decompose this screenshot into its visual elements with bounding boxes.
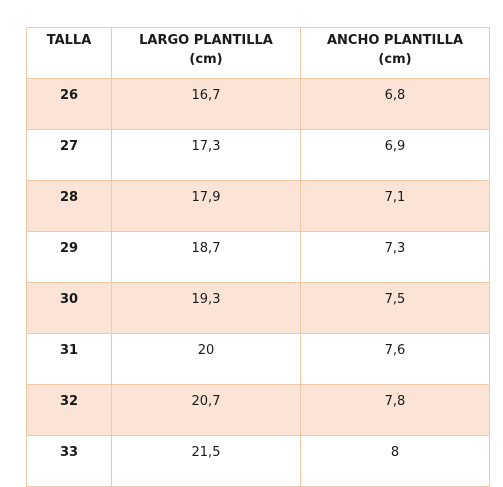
cell-largo: 17,9 [111,180,301,232]
cell-ancho: 7,3 [300,231,490,283]
cell-talla: 28 [26,180,112,232]
header-largo-unit: (cm) [189,52,223,67]
cell-ancho: 7,5 [300,282,490,334]
header-ancho-unit: (cm) [378,52,412,67]
table-row: 32 20,7 7,8 [26,384,490,436]
header-talla-label: TALLA [46,33,92,48]
cell-talla: 29 [26,231,112,283]
table-body: 26 16,7 6,8 27 17,3 6,9 28 17,9 7,1 29 1… [26,78,490,487]
table-row: 27 17,3 6,9 [26,129,490,181]
table-row: 31 20 7,6 [26,333,490,385]
header-ancho-label: ANCHO PLANTILLA [326,33,464,48]
cell-ancho: 7,6 [300,333,490,385]
cell-talla: 32 [26,384,112,436]
cell-largo: 16,7 [111,78,301,130]
header-talla: TALLA [26,27,112,79]
table-row: 30 19,3 7,5 [26,282,490,334]
header-ancho: ANCHO PLANTILLA (cm) [300,27,490,79]
cell-largo: 20,7 [111,384,301,436]
table-row: 29 18,7 7,3 [26,231,490,283]
table-row: 28 17,9 7,1 [26,180,490,232]
table-row: 26 16,7 6,8 [26,78,490,130]
cell-ancho: 7,8 [300,384,490,436]
cell-ancho: 6,9 [300,129,490,181]
header-largo-label: LARGO PLANTILLA [139,33,273,48]
cell-talla: 33 [26,435,112,487]
cell-talla: 30 [26,282,112,334]
cell-talla: 27 [26,129,112,181]
cell-largo: 21,5 [111,435,301,487]
cell-ancho: 6,8 [300,78,490,130]
header-row: TALLA LARGO PLANTILLA (cm) ANCHO PLANTIL… [26,27,490,79]
cell-largo: 20 [111,333,301,385]
cell-talla: 26 [26,78,112,130]
cell-talla: 31 [26,333,112,385]
table-header: TALLA LARGO PLANTILLA (cm) ANCHO PLANTIL… [26,27,490,79]
cell-ancho: 8 [300,435,490,487]
table-row: 33 21,5 8 [26,435,490,487]
size-table: TALLA LARGO PLANTILLA (cm) ANCHO PLANTIL… [26,27,490,487]
header-largo: LARGO PLANTILLA (cm) [111,27,301,79]
cell-ancho: 7,1 [300,180,490,232]
cell-largo: 18,7 [111,231,301,283]
cell-largo: 17,3 [111,129,301,181]
cell-largo: 19,3 [111,282,301,334]
